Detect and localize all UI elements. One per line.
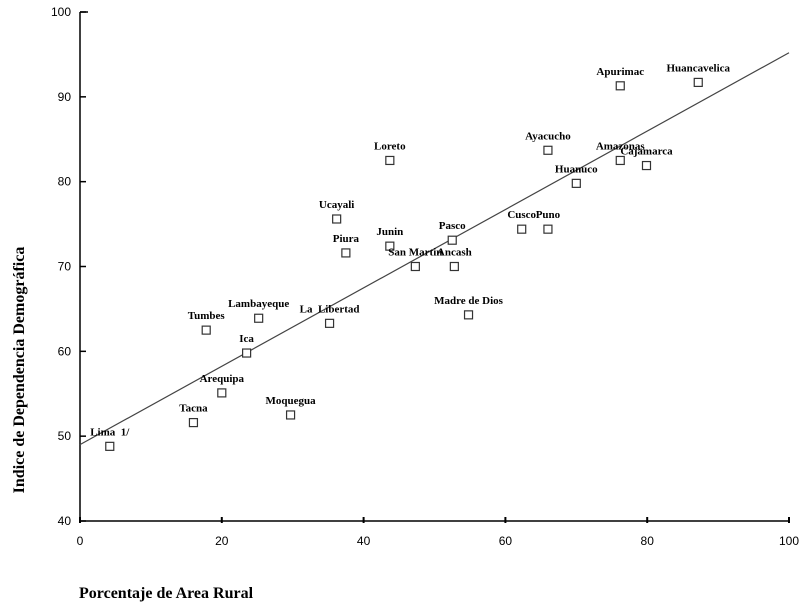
data-point-marker — [450, 263, 458, 271]
data-point-label: Lima 1/ — [90, 426, 130, 438]
x-tick-label: 60 — [499, 534, 513, 548]
data-point-label: Madre de Dios — [434, 295, 504, 307]
data-point-marker — [616, 82, 624, 90]
data-point-label: Loreto — [374, 140, 406, 152]
data-point-label: Ancash — [437, 247, 472, 259]
data-point-marker — [616, 156, 624, 164]
data-point-marker — [189, 419, 197, 427]
x-tick-label: 100 — [779, 534, 799, 548]
ticks: 0 20 40 60 80 100 40 50 60 70 80 90 100 — [51, 5, 799, 548]
x-tick-label: 80 — [641, 534, 655, 548]
data-point-marker — [202, 326, 210, 334]
data-point-label: San Martin — [388, 247, 442, 259]
data-point-label: Moquegua — [266, 395, 317, 407]
data-point-label: Apurimac — [596, 66, 644, 78]
y-tick-label: 80 — [58, 175, 72, 189]
y-tick-label: 40 — [58, 514, 72, 528]
y-tick-label: 60 — [58, 344, 72, 358]
y-tick-label: 70 — [58, 260, 72, 274]
data-point-marker — [465, 311, 473, 319]
data-point-marker — [642, 162, 650, 170]
y-tick-label: 90 — [58, 90, 72, 104]
data-points: Lima 1/Tacna Arequipa Moquegua Ica TumbesLam… — [90, 62, 730, 450]
data-point-marker — [255, 314, 263, 322]
data-point-marker — [544, 225, 552, 233]
data-point-marker — [544, 146, 552, 154]
data-point-label: Cusco — [507, 209, 536, 221]
data-point-marker — [218, 389, 226, 397]
data-point-label: Ucayali — [319, 199, 354, 211]
data-point-marker — [342, 249, 350, 257]
y-axis-title: Indice de Dependencia Demográfica — [11, 247, 28, 494]
data-point-marker — [448, 236, 456, 244]
data-point-label: Arequipa — [200, 373, 245, 385]
data-point-label: Tumbes — [188, 310, 226, 322]
data-point-label: Cajamarca — [620, 146, 673, 158]
y-tick-label: 100 — [51, 5, 71, 19]
data-point-label: Puno — [536, 209, 561, 221]
data-point-marker — [694, 78, 702, 86]
data-point-label: Ayacucho — [525, 130, 571, 142]
data-point-marker — [572, 179, 580, 187]
data-point-label: Huancavelica — [666, 62, 730, 74]
data-point-marker — [411, 263, 419, 271]
x-tick-label: 40 — [357, 534, 371, 548]
data-point-marker — [518, 225, 526, 233]
data-point-marker — [106, 442, 114, 450]
data-point-marker — [287, 411, 295, 419]
x-tick-label: 0 — [77, 534, 84, 548]
axes — [80, 12, 789, 521]
data-point-label: La Libertad — [300, 303, 360, 315]
data-point-label: Piura — [333, 233, 360, 245]
y-tick-label: 50 — [58, 429, 72, 443]
data-point-marker — [386, 156, 394, 164]
data-point-marker — [333, 215, 341, 223]
data-point-label: Lambayeque — [228, 298, 289, 310]
x-tick-label: 20 — [215, 534, 229, 548]
data-point-marker — [326, 319, 334, 327]
x-axis-title: Porcentaje de Area Rural — [79, 585, 254, 602]
data-point-label: Tacna — [179, 403, 208, 415]
data-point-label: Huanuco — [555, 163, 598, 175]
data-point-marker — [243, 349, 251, 357]
data-point-label: Ica — [239, 333, 254, 345]
data-point-label: Junin — [376, 226, 403, 238]
data-point-label: Pasco — [439, 220, 466, 232]
